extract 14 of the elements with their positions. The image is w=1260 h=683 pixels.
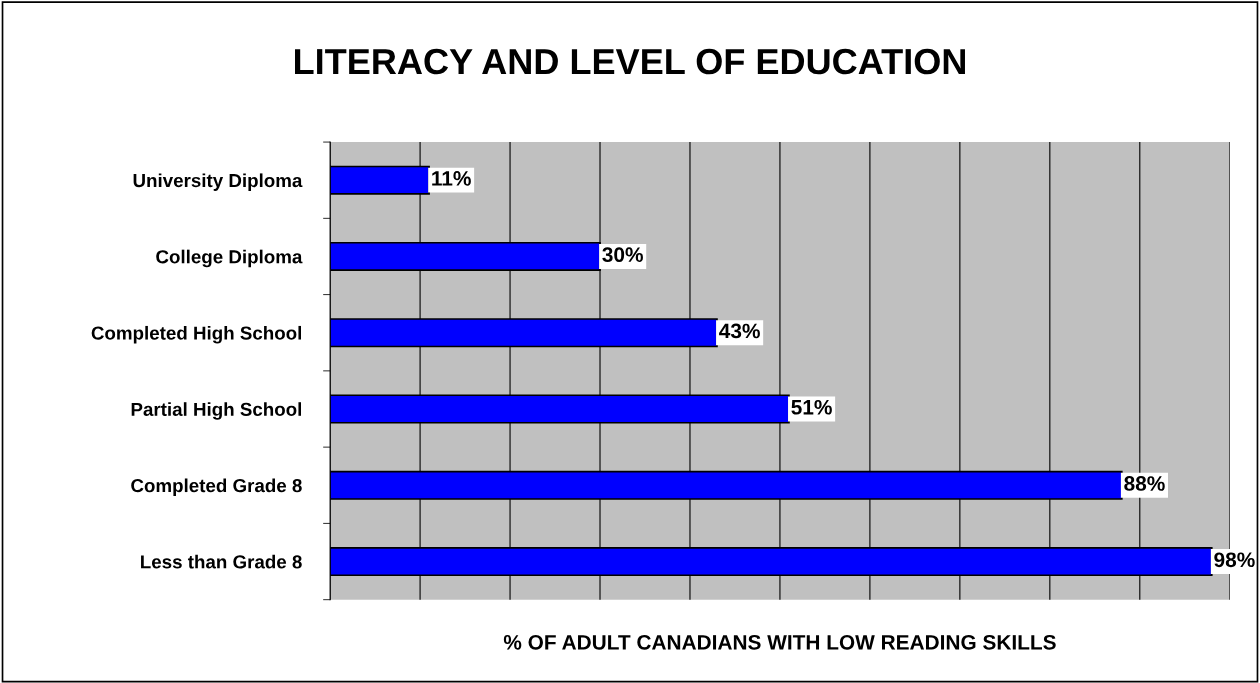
y-tick-label: Partial High School — [131, 402, 302, 420]
x-axis-title: % OF ADULT CANADIANS WITH LOW READING SKILLS — [503, 634, 1056, 650]
data-label: 11% — [432, 171, 471, 186]
y-tick-label: College Diploma — [156, 249, 303, 268]
data-label: 88% — [1124, 476, 1165, 491]
y-tick-label: University Diploma — [133, 173, 303, 191]
y-tick-label: Completed High School — [91, 325, 302, 344]
data-label: 43% — [719, 323, 760, 339]
chart-title: LITERACY AND LEVEL OF EDUCATION — [295, 48, 965, 75]
data-label: 30% — [602, 247, 643, 263]
y-tick-label: Less than Grade 8 — [141, 554, 302, 569]
data-label: 51% — [791, 399, 832, 415]
y-tick-label: Completed Grade 8 — [131, 478, 302, 496]
data-label: 98% — [1214, 552, 1255, 568]
